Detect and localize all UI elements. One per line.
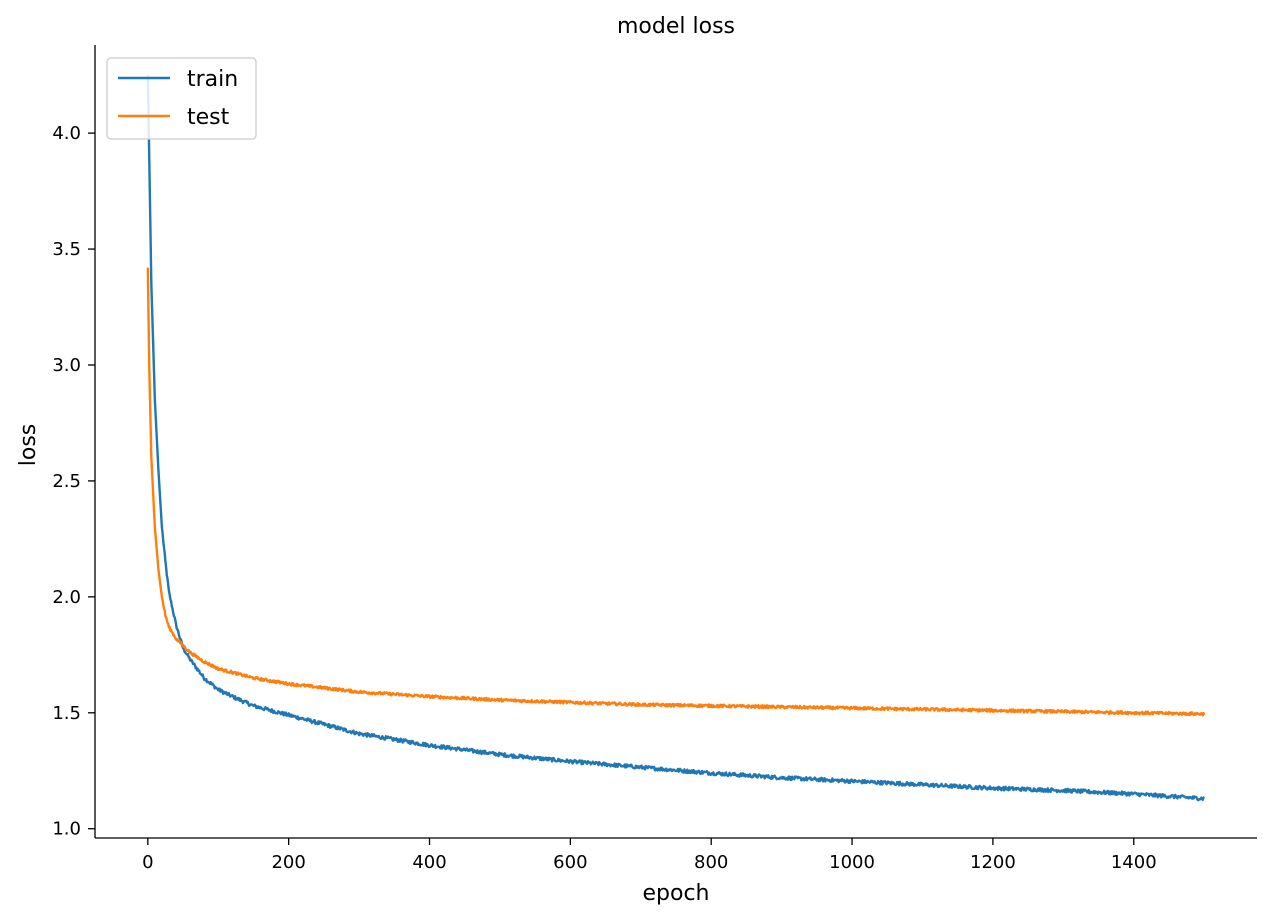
x-tick-label: 400 [412,852,446,873]
x-tick-label: 800 [694,852,728,873]
x-tick-label: 1400 [1111,852,1157,873]
x-axis-label: epoch [643,881,710,906]
y-tick-label: 1.0 [52,819,81,840]
y-tick-label: 1.5 [52,703,81,724]
chart-title: model loss [617,14,735,39]
y-tick-label: 4.0 [52,123,81,144]
x-axis-ticks: 0 200 400 600 800 1000 1200 1400 [142,838,1157,873]
y-tick-label: 3.0 [52,355,81,376]
x-tick-label: 600 [553,852,587,873]
x-tick-label: 0 [142,852,153,873]
legend: train test [106,57,257,140]
y-axis-label: loss [16,424,41,467]
y-tick-label: 2.0 [52,587,81,608]
y-axis-ticks: 1.0 1.5 2.0 2.5 3.0 3.5 4.0 [52,123,95,840]
x-tick-label: 1200 [970,852,1016,873]
y-tick-label: 3.5 [52,239,81,260]
series-layer [146,75,1206,802]
legend-label-train: train [187,67,238,92]
legend-label-test: test [187,105,230,130]
series-line-train [146,75,1205,802]
x-tick-label: 1000 [829,852,875,873]
x-tick-label: 200 [271,852,305,873]
series-line-test [146,267,1206,717]
y-tick-label: 2.5 [52,471,81,492]
